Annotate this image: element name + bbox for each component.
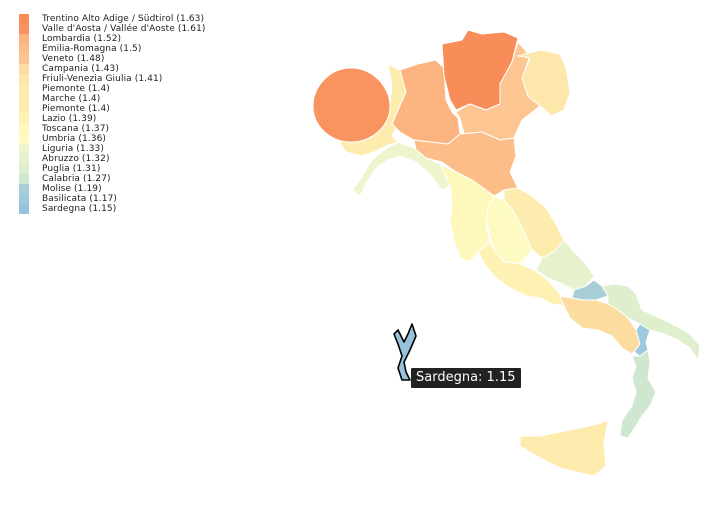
legend-swatch bbox=[19, 24, 29, 34]
legend-item-toscana[interactable]: Toscana (1.37) bbox=[19, 124, 206, 134]
legend-item-lazio[interactable]: Lazio (1.39) bbox=[19, 114, 206, 124]
legend-item-abruzzo[interactable]: Abruzzo (1.32) bbox=[19, 154, 206, 164]
region-calabria[interactable] bbox=[619, 349, 657, 439]
legend-label: Marche (1.4) bbox=[42, 94, 101, 104]
legend-label: Lazio (1.39) bbox=[42, 114, 97, 124]
legend-item-friuli[interactable]: Friuli-Venezia Giulia (1.41) bbox=[19, 74, 206, 84]
legend-label: Veneto (1.48) bbox=[42, 54, 105, 64]
region-sardegna[interactable] bbox=[393, 323, 417, 381]
legend-label: Puglia (1.31) bbox=[42, 164, 101, 174]
map-legend: Trentino Alto Adige / Südtirol (1.63) Val… bbox=[19, 14, 206, 214]
legend-swatch bbox=[19, 164, 29, 174]
legend-swatch bbox=[19, 14, 29, 24]
legend-label: Calabria (1.27) bbox=[42, 174, 111, 184]
legend-label: Emilia-Romagna (1.5) bbox=[42, 44, 142, 54]
legend-swatch bbox=[19, 144, 29, 154]
legend-swatch bbox=[19, 174, 29, 184]
legend-label: Basilicata (1.17) bbox=[42, 194, 118, 204]
legend-label: Campania (1.43) bbox=[42, 64, 119, 74]
legend-item-valle-aosta[interactable]: Valle d'Aosta / Vallée d'Aoste (1.61) bbox=[19, 24, 206, 34]
legend-swatch bbox=[19, 94, 29, 104]
legend-swatch bbox=[19, 134, 29, 144]
legend-swatch bbox=[19, 184, 29, 194]
region-abruzzo[interactable] bbox=[535, 239, 595, 291]
hover-tooltip: Sardegna: 1.15 bbox=[411, 368, 521, 388]
legend-item-puglia[interactable]: Puglia (1.31) bbox=[19, 164, 206, 174]
legend-swatch bbox=[19, 54, 29, 64]
legend-item-emilia-romagna[interactable]: Emilia-Romagna (1.5) bbox=[19, 44, 206, 54]
legend-label: Toscana (1.37) bbox=[42, 124, 110, 134]
legend-swatch bbox=[19, 204, 29, 214]
legend-label: Liguria (1.33) bbox=[42, 144, 104, 154]
legend-item-molise[interactable]: Molise (1.19) bbox=[19, 184, 206, 194]
legend-item-umbria[interactable]: Umbria (1.36) bbox=[19, 134, 206, 144]
legend-label: Valle d'Aosta / Vallée d'Aoste (1.61) bbox=[42, 24, 206, 34]
legend-swatch bbox=[19, 64, 29, 74]
legend-item-basilicata[interactable]: Basilicata (1.17) bbox=[19, 194, 206, 204]
region-friuli[interactable] bbox=[517, 49, 571, 117]
legend-swatch bbox=[19, 74, 29, 84]
legend-swatch bbox=[19, 34, 29, 44]
legend-label: Umbria (1.36) bbox=[42, 134, 107, 144]
legend-swatch bbox=[19, 194, 29, 204]
legend-label: Piemonte (1.4) bbox=[42, 104, 110, 114]
legend-swatch bbox=[19, 124, 29, 134]
legend-item-liguria[interactable]: Liguria (1.33) bbox=[19, 144, 206, 154]
region-liguria[interactable] bbox=[351, 141, 451, 197]
legend-item-sardegna[interactable]: Sardegna (1.15) bbox=[19, 204, 206, 214]
legend-item-calabria[interactable]: Calabria (1.27) bbox=[19, 174, 206, 184]
legend-item-piemonte-2[interactable]: Piemonte (1.4) bbox=[19, 104, 206, 114]
legend-swatch bbox=[19, 84, 29, 94]
legend-item-veneto[interactable]: Veneto (1.48) bbox=[19, 54, 206, 64]
legend-label: Trentino Alto Adige / Südtirol (1.63) bbox=[42, 14, 205, 24]
legend-label: Lombardia (1.52) bbox=[42, 34, 122, 44]
legend-label: Abruzzo (1.32) bbox=[42, 154, 110, 164]
legend-swatch bbox=[19, 154, 29, 164]
legend-item-lombardia[interactable]: Lombardia (1.52) bbox=[19, 34, 206, 44]
legend-swatch bbox=[19, 104, 29, 114]
legend-item-piemonte-1[interactable]: Piemonte (1.4) bbox=[19, 84, 206, 94]
legend-label: Sardegna (1.15) bbox=[42, 204, 117, 214]
region-piemonte-sicily[interactable] bbox=[519, 419, 609, 477]
legend-item-marche[interactable]: Marche (1.4) bbox=[19, 94, 206, 104]
legend-label: Friuli-Venezia Giulia (1.41) bbox=[42, 74, 163, 84]
legend-swatch bbox=[19, 114, 29, 124]
legend-item-campania[interactable]: Campania (1.43) bbox=[19, 64, 206, 74]
legend-label: Molise (1.19) bbox=[42, 184, 102, 194]
legend-item-trentino[interactable]: Trentino Alto Adige / Südtirol (1.63) bbox=[19, 14, 206, 24]
region-valle-aosta[interactable] bbox=[312, 67, 391, 143]
legend-label: Piemonte (1.4) bbox=[42, 84, 110, 94]
legend-swatch bbox=[19, 44, 29, 54]
